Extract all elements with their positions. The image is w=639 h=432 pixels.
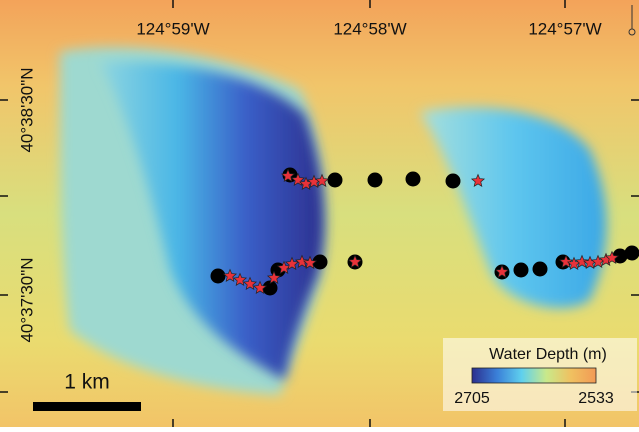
legend-title: Water Depth (m) bbox=[489, 346, 607, 363]
survey-site bbox=[514, 263, 529, 278]
legend-max-label: 2533 bbox=[578, 390, 614, 407]
survey-site bbox=[533, 262, 548, 277]
scale-bar bbox=[33, 402, 141, 411]
latitude-label: 40°38'30"N bbox=[17, 67, 36, 152]
scale-bar-label: 1 km bbox=[64, 371, 110, 394]
longitude-label: 124°59'W bbox=[136, 19, 209, 38]
longitude-label: 124°57'W bbox=[528, 19, 601, 38]
survey-site bbox=[406, 172, 421, 187]
survey-site bbox=[446, 174, 461, 189]
survey-site bbox=[328, 173, 343, 188]
survey-site bbox=[211, 269, 226, 284]
longitude-label: 124°58'W bbox=[333, 19, 406, 38]
survey-site bbox=[368, 173, 383, 188]
map-figure: 124°59'W 124°58'W 124°57'W 40°38'30"N 40… bbox=[0, 0, 639, 427]
legend-min-label: 2705 bbox=[454, 390, 490, 407]
colorbar bbox=[472, 368, 596, 383]
survey-site bbox=[625, 246, 639, 261]
latitude-label: 40°37'30"N bbox=[17, 257, 36, 342]
